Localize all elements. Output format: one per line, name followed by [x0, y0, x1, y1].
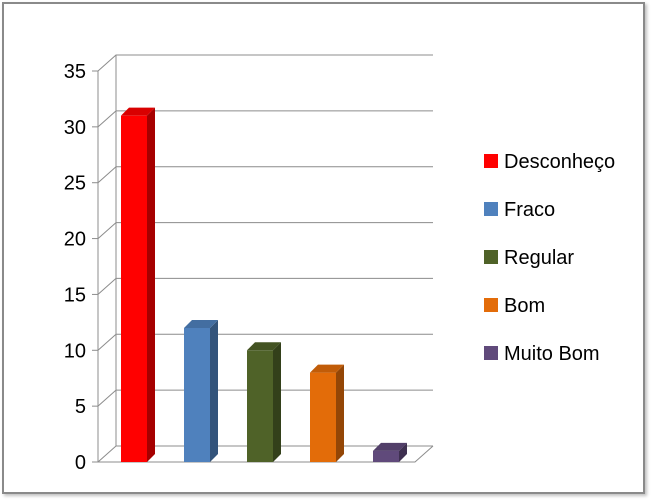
legend-swatch: [484, 250, 498, 264]
legend-entry: Bom: [484, 295, 545, 317]
y-tick-label: 10: [64, 340, 86, 362]
legend-swatch: [484, 154, 498, 168]
bar-fraco: [184, 319, 218, 462]
legend-swatch: [484, 298, 498, 312]
bar-top: [121, 107, 155, 116]
bar-bom: [310, 364, 344, 462]
bar-desconheço: [121, 107, 155, 462]
bar-top: [184, 319, 218, 328]
bar-front: [310, 372, 336, 462]
legend-entry: Desconheço: [484, 151, 615, 173]
bar-side: [336, 364, 344, 462]
y-axis-tick-labels: 0 5 10 15 20 25 30 35: [64, 61, 86, 474]
y-tick-label: 30: [64, 117, 86, 139]
bar-side: [273, 342, 281, 462]
legend-label: Bom: [504, 295, 545, 317]
bar-side: [147, 107, 155, 462]
legend-entry: Fraco: [484, 199, 555, 221]
bar-front: [247, 350, 273, 462]
legend: Desconheço Fraco Regular Bom Muito Bom: [484, 151, 615, 365]
bar-front: [121, 115, 147, 462]
legend-entry: Regular: [484, 247, 574, 269]
y-tick-label: 5: [75, 396, 86, 418]
legend-swatch: [484, 202, 498, 216]
bar-regular: [247, 342, 281, 462]
bar-muito-bom: [373, 442, 407, 462]
legend-label: Fraco: [504, 199, 555, 221]
bar-front: [373, 450, 399, 462]
legend-entry: Muito Bom: [484, 343, 600, 365]
legend-swatch: [484, 346, 498, 360]
y-tick-label: 35: [64, 61, 86, 83]
y-tick-label: 25: [64, 173, 86, 195]
bars: [121, 107, 407, 462]
bar-top: [373, 442, 407, 451]
bar-top: [247, 342, 281, 351]
bar-top: [310, 364, 344, 373]
legend-label: Desconheço: [504, 151, 615, 173]
bar-side: [210, 319, 218, 462]
y-tick-label: 20: [64, 229, 86, 251]
y-tick-label: 0: [75, 452, 86, 474]
grid-line: [97, 54, 433, 72]
bar-side: [399, 442, 407, 462]
y-tick-label: 15: [64, 284, 86, 306]
legend-label: Muito Bom: [504, 343, 600, 365]
bar-front: [184, 327, 210, 462]
legend-label: Regular: [504, 247, 574, 269]
